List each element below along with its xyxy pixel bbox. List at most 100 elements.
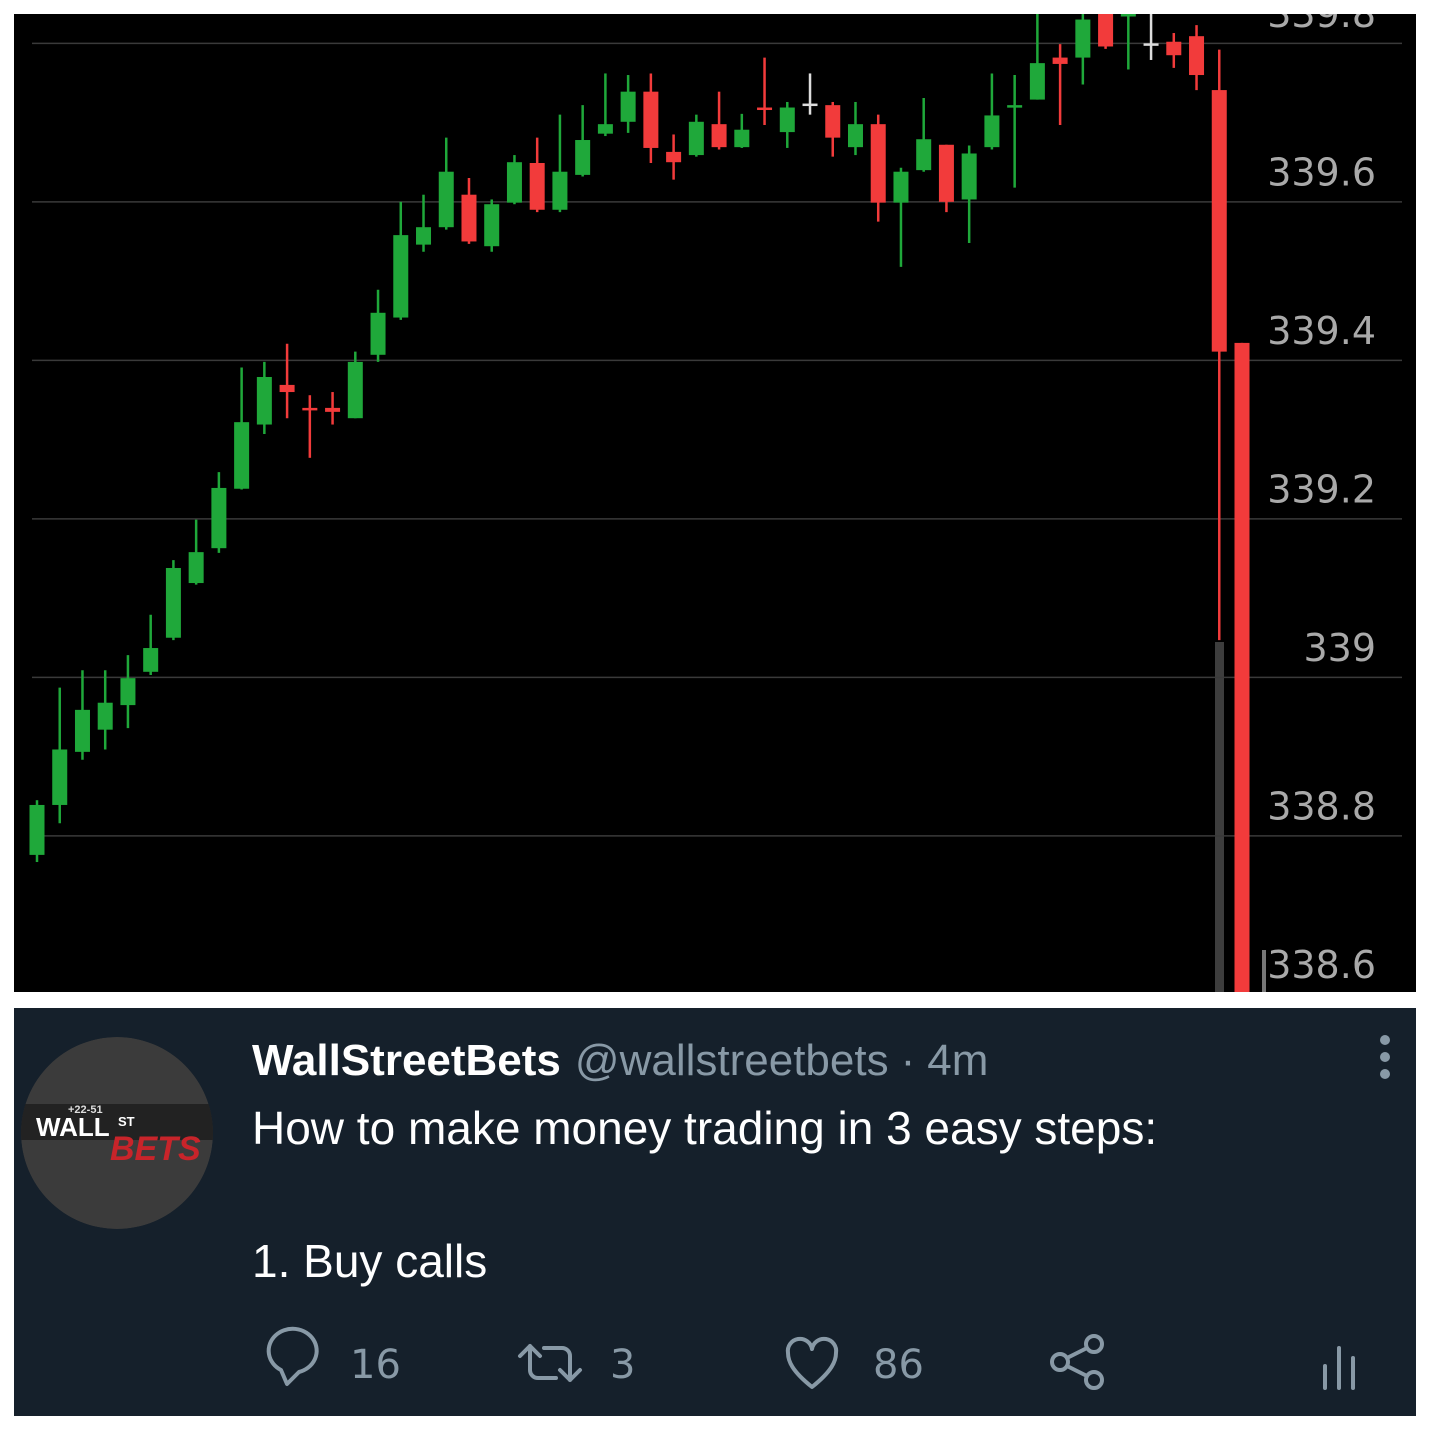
candle-body	[1029, 63, 1045, 100]
avatar-text: BETS	[110, 1130, 201, 1168]
volume-marker	[1215, 642, 1224, 992]
candle-body	[1052, 57, 1068, 64]
chart-background	[14, 14, 1416, 992]
y-tick-label: 338.8	[1267, 784, 1376, 828]
candle-body	[438, 171, 454, 228]
candle-body	[279, 384, 295, 393]
candle-body	[1143, 43, 1159, 46]
candle-body	[893, 171, 909, 203]
candle-body	[1189, 36, 1205, 76]
y-tick-label: 338.6	[1267, 943, 1376, 987]
candle-body	[575, 140, 591, 175]
price-marker	[1262, 950, 1266, 992]
avatar-text: +22-51	[68, 1104, 103, 1116]
candle-body	[666, 151, 682, 163]
candle-body	[188, 552, 204, 584]
retweet-button[interactable]: 3	[518, 1342, 635, 1388]
tweet-header: WallStreetBets @wallstreetbets · 4m	[252, 1036, 988, 1085]
analytics-button[interactable]	[1323, 1346, 1355, 1390]
candle-body	[825, 105, 841, 138]
like-icon	[785, 1336, 839, 1389]
candle-body	[984, 115, 1000, 148]
candle-body	[1120, 14, 1136, 17]
share-node	[1084, 1334, 1104, 1354]
y-tick-label: 339.6	[1267, 150, 1376, 194]
candle-body	[234, 422, 250, 489]
candle-body	[1234, 342, 1250, 992]
candle-body	[734, 129, 750, 148]
dot	[1380, 1052, 1390, 1062]
reply-icon	[266, 1326, 319, 1386]
candle-body	[325, 407, 341, 412]
candle-body	[484, 204, 500, 247]
candle-body	[620, 91, 636, 122]
y-tick-label: 339.4	[1267, 309, 1376, 353]
user-name[interactable]: WallStreetBets	[252, 1036, 561, 1085]
candle-body	[370, 312, 386, 355]
candle-body	[347, 361, 363, 419]
retweet-count: 3	[610, 1342, 635, 1388]
candle-body	[802, 103, 818, 107]
share-button[interactable]	[1050, 1334, 1104, 1390]
tweet-text: 1. Buy calls	[252, 1235, 487, 1287]
candle-body	[120, 678, 136, 706]
share-lines	[1065, 1346, 1089, 1378]
candle-body	[688, 121, 704, 156]
analytics-icon	[1323, 1346, 1355, 1390]
candle-body	[643, 91, 659, 148]
candle-body	[597, 124, 613, 134]
timestamp: 4m	[927, 1036, 988, 1085]
user-handle[interactable]: @wallstreetbets	[575, 1036, 889, 1085]
candle-body	[529, 162, 545, 210]
tweet-card	[14, 1008, 1416, 1416]
candle-body	[29, 804, 45, 855]
share-node	[1050, 1352, 1070, 1372]
candle-body	[552, 171, 568, 210]
share-node	[1084, 1370, 1104, 1390]
candle-body	[74, 709, 90, 752]
candle-body	[847, 124, 863, 148]
candle-body	[1075, 19, 1091, 58]
like-count: 86	[873, 1342, 924, 1388]
candle-body	[870, 124, 886, 203]
dot	[1380, 1069, 1390, 1079]
avatar-band	[21, 1104, 213, 1140]
candle-body	[1007, 105, 1023, 108]
candle-body	[461, 194, 477, 242]
candle-body	[938, 144, 954, 202]
candle-body	[52, 749, 68, 805]
candle-body	[961, 153, 977, 200]
dot	[1380, 1035, 1390, 1045]
retweet-icon	[518, 1344, 582, 1382]
candle-body	[165, 567, 181, 638]
avatar-text: WALL	[36, 1112, 110, 1142]
candle-body	[393, 235, 409, 318]
separator: ·	[901, 1036, 916, 1085]
like-button[interactable]: 86	[785, 1336, 924, 1389]
candle-body	[1098, 14, 1114, 47]
candle-body	[256, 376, 272, 425]
candle-body	[302, 407, 318, 411]
avatar[interactable]: +22-51 WALL ST BETS	[14, 1037, 224, 1229]
y-tick-label: 339.8	[1267, 0, 1376, 36]
candle-body	[916, 139, 932, 171]
candle-body	[1166, 41, 1182, 56]
y-tick-label: 339	[1303, 626, 1376, 670]
candle-body	[143, 648, 159, 672]
chart: 338.6 338.8 339 339.2 339.4 339.6 339.8	[29, 0, 1402, 992]
candle-body	[711, 124, 727, 148]
grid	[32, 42, 1402, 837]
candle-body	[97, 702, 113, 730]
reply-count: 16	[350, 1342, 401, 1388]
y-tick-label: 339.2	[1267, 467, 1376, 511]
candle-body	[1211, 90, 1227, 352]
tweet-text: How to make money trading in 3 easy step…	[252, 1102, 1157, 1154]
candle-body	[211, 487, 227, 549]
candle-body	[757, 107, 773, 111]
candle-body	[779, 107, 795, 133]
candle-body	[506, 162, 522, 203]
more-menu[interactable]	[1380, 1035, 1390, 1079]
reply-button[interactable]: 16	[266, 1326, 401, 1388]
